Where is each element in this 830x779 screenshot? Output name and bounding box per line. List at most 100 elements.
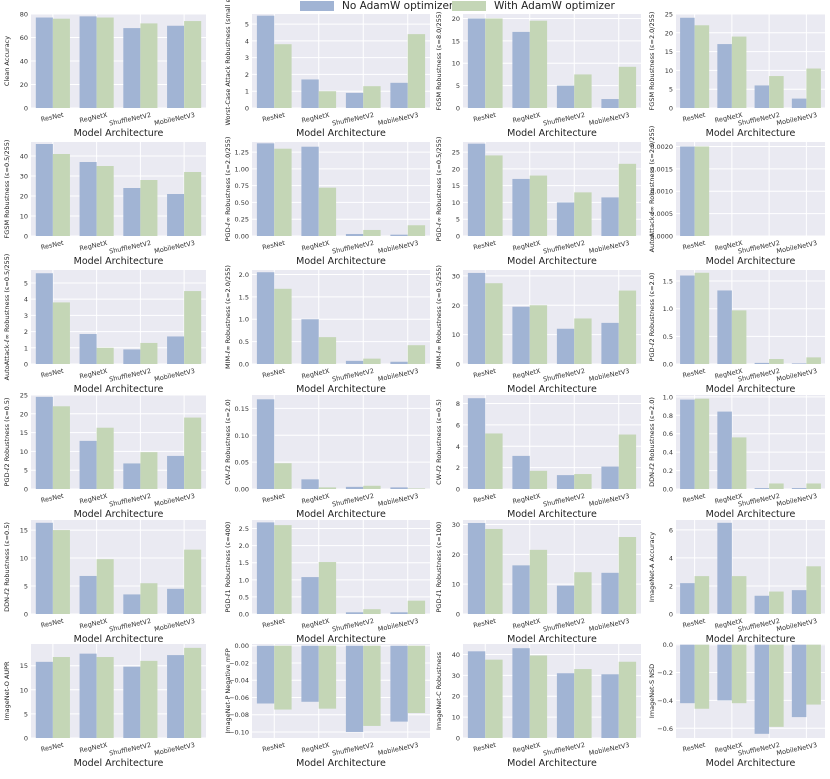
bar-no-adamw	[35, 396, 53, 489]
y-tick-label: 20	[20, 193, 28, 201]
y-axis-label: PGD-ℓ1 Robustness (ε=100)	[435, 522, 443, 613]
x-tick-label: ShuffleNetV2	[737, 492, 780, 509]
bar-with-adamw	[363, 86, 381, 108]
x-axis-label: Model Architecture	[507, 634, 597, 645]
y-tick-label: 20	[20, 410, 28, 418]
bar-no-adamw	[345, 233, 364, 236]
bar-with-adamw	[731, 310, 747, 364]
y-tick-label: 0.5	[239, 338, 249, 346]
legend-swatch-with-adamw	[452, 1, 486, 11]
bar-no-adamw	[754, 85, 770, 108]
y-axis-label: FGSM Robustness (ε=0.5/255)	[3, 140, 11, 239]
y-tick-label: 0.6	[663, 430, 673, 438]
y-tick-label: 3	[245, 54, 249, 62]
bar-no-adamw	[123, 349, 141, 364]
bar-no-adamw	[556, 585, 575, 614]
bar-no-adamw	[256, 399, 275, 489]
x-tick-label: ShuffleNetV2	[108, 111, 151, 128]
y-axis-label: AutoAttack-ℓ∞ Robustness (ε=0.5/255)	[3, 254, 11, 381]
x-tick-label: ResNet	[682, 617, 707, 630]
x-tick-label: ShuffleNetV2	[331, 367, 374, 384]
bar-no-adamw	[601, 674, 619, 738]
y-tick-label: 5	[24, 279, 28, 287]
y-tick-label: 0.0	[239, 611, 249, 619]
chart-panel: 0 10 20 30 40 ResNet RegNetX ShuffleNetV2 Mobile…	[435, 644, 641, 769]
bar-no-adamw	[717, 522, 732, 614]
bar-no-adamw	[601, 572, 619, 614]
x-tick-label: ResNet	[262, 367, 287, 380]
bar-with-adamw	[96, 559, 114, 614]
y-tick-label: 0	[24, 735, 28, 743]
x-tick-label: RegNetX	[512, 741, 542, 755]
x-tick-label: ResNet	[473, 111, 498, 124]
bar-no-adamw	[512, 31, 530, 108]
bar-no-adamw	[35, 144, 53, 236]
x-tick-label: RegNetX	[512, 239, 542, 253]
x-tick-label: ShuffleNetV2	[542, 617, 585, 634]
y-tick-label: −0.08	[229, 711, 249, 719]
y-tick-label: 0.10	[235, 432, 249, 440]
bar-with-adamw	[52, 406, 70, 489]
y-tick-label: 0.0	[239, 361, 249, 369]
y-axis-label: FGSM Robustness (ε=2.0/255)	[648, 12, 656, 111]
y-axis-label: PGD-ℓ1 Robustness (ε=400)	[224, 522, 232, 613]
bar-no-adamw	[717, 644, 732, 701]
bar-no-adamw	[791, 98, 807, 108]
y-tick-label: 25	[452, 149, 460, 157]
chart-panel: 0.00 0.05 0.10 0.15 ResNet RegNetX ShuffleNetV…	[224, 395, 430, 520]
bar-with-adamw	[318, 337, 337, 364]
bar-with-adamw	[140, 23, 158, 108]
x-tick-label: ResNet	[682, 367, 707, 380]
y-tick-label: 10	[20, 555, 28, 563]
x-tick-label: ShuffleNetV2	[331, 239, 374, 256]
x-axis-label: Model Architecture	[296, 256, 386, 267]
bar-no-adamw	[345, 360, 364, 364]
x-tick-label: RegNetX	[79, 617, 109, 631]
x-tick-label: ShuffleNetV2	[331, 617, 374, 634]
y-tick-label: 20	[452, 693, 460, 701]
bar-no-adamw	[301, 577, 319, 614]
bar-with-adamw	[574, 669, 592, 738]
bar-with-adamw	[184, 417, 202, 489]
chart-panel: 0 10 20 30 40 ResNet RegNetX ShuffleNetV2 Mobile…	[3, 140, 206, 267]
y-tick-label: 0.2	[663, 467, 673, 475]
bar-no-adamw	[556, 85, 575, 108]
y-tick-label: 6	[669, 526, 673, 534]
bar-no-adamw	[390, 361, 408, 364]
x-tick-label: ShuffleNetV2	[331, 741, 374, 758]
x-tick-label: RegNetX	[79, 492, 109, 506]
bar-with-adamw	[274, 645, 292, 710]
legend-item-no-adamw: No AdamW optimizer	[300, 0, 453, 12]
x-tick-label: MobileNetV3	[776, 367, 818, 383]
bar-with-adamw	[618, 290, 637, 364]
bar-no-adamw	[512, 306, 530, 364]
x-tick-label: MobileNetV3	[153, 111, 195, 127]
y-tick-label: 1	[24, 344, 28, 352]
x-tick-label: ResNet	[40, 617, 65, 630]
y-tick-label: 0	[456, 233, 460, 241]
bar-with-adamw	[274, 463, 292, 489]
bar-with-adamw	[574, 192, 592, 236]
y-tick-label: 4	[24, 296, 28, 304]
bar-with-adamw	[618, 537, 637, 614]
bar-no-adamw	[123, 463, 141, 489]
y-tick-label: 5	[24, 467, 28, 475]
bar-no-adamw	[512, 648, 530, 738]
bar-no-adamw	[35, 522, 53, 614]
x-tick-label: RegNetX	[79, 741, 109, 755]
x-tick-label: ShuffleNetV2	[542, 367, 585, 384]
bar-no-adamw	[680, 146, 695, 236]
y-tick-label: 0	[669, 611, 673, 619]
x-axis-label: Model Architecture	[706, 384, 796, 395]
bar-with-adamw	[318, 91, 337, 108]
y-tick-label: 0.0	[663, 486, 673, 494]
bar-with-adamw	[52, 657, 70, 738]
x-tick-label: ShuffleNetV2	[108, 367, 151, 384]
bar-no-adamw	[35, 273, 53, 364]
bar-with-adamw	[694, 644, 710, 709]
bar-no-adamw	[123, 28, 141, 109]
bar-with-adamw	[184, 21, 202, 108]
